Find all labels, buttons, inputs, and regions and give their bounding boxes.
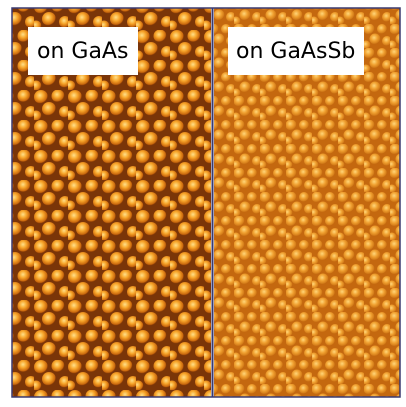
figure: on GaAs on GaAsSb [0, 0, 406, 407]
panel-label: on GaAsSb [236, 39, 355, 64]
panel-label: on GaAs [37, 39, 128, 64]
page: on GaAs on GaAsSb (() => { const data = … [0, 0, 406, 407]
